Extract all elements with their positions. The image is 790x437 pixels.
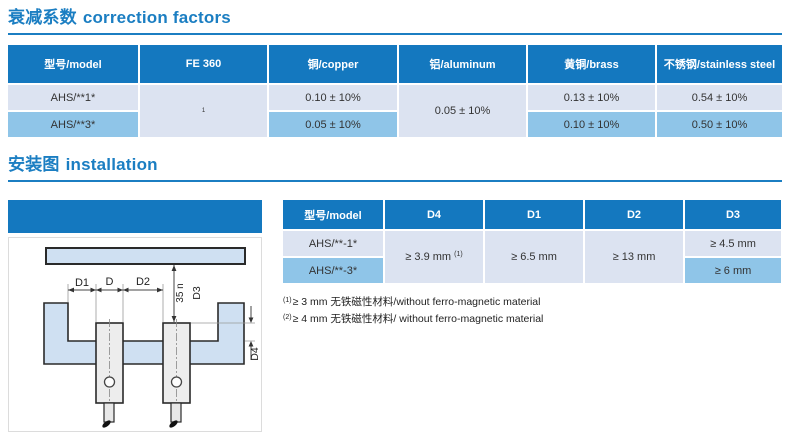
- header-model: 型号/model: [283, 200, 383, 229]
- installation-header-row: 型号/model D4 D1 D2 D3: [283, 200, 781, 229]
- model-cell: AHS/**-1*: [283, 231, 383, 256]
- cable-right: [170, 402, 182, 423]
- cable-left: [103, 402, 115, 423]
- footnote-2-marker: (2): [283, 314, 292, 321]
- footnote-2: (2)≥ 4 mm 无铁磁性材料/ without ferro-magnetic…: [283, 310, 543, 327]
- dimension-label-35n: 35 n: [175, 283, 186, 302]
- dimension-label-d2: D2: [136, 276, 150, 288]
- footnote-1-marker: (1): [283, 297, 292, 304]
- header-d4: D4: [385, 200, 483, 229]
- d2-merged-cell: ≥ 13 mm: [585, 231, 683, 283]
- header-fe360: FE 360: [140, 45, 267, 83]
- d1-merged-cell: ≥ 6.5 mm: [485, 231, 583, 283]
- section-title-installation-zh: 安装图: [8, 155, 60, 174]
- header-stainless: 不锈钢/stainless steel: [657, 45, 782, 83]
- d4-footnote-marker: (1): [454, 251, 463, 258]
- plate-shape: [45, 247, 246, 265]
- footnote-1-text: ≥ 3 mm 无铁磁性材料/without ferro-magnetic mat…: [292, 296, 541, 308]
- d4-value: ≥ 3.9 mm: [405, 251, 455, 263]
- brass-cell: 0.10 ± 10%: [528, 112, 655, 137]
- header-d2: D2: [585, 200, 683, 229]
- header-d1: D1: [485, 200, 583, 229]
- stainless-cell: 0.50 ± 10%: [657, 112, 782, 137]
- dimension-label-d: D: [106, 276, 114, 288]
- footnote-2-text: ≥ 4 mm 无铁磁性材料/ without ferro-magnetic ma…: [292, 313, 544, 325]
- diagram-header-bar: [8, 200, 262, 233]
- section-title-correction: 衰减系数 correction factors: [8, 3, 782, 35]
- dimension-label-d4: D4: [249, 347, 261, 361]
- section-title-installation-en: installation: [65, 155, 158, 174]
- d3-cell: ≥ 4.5 mm: [685, 231, 781, 256]
- aluminum-merged-cell: 0.05 ± 10%: [399, 85, 526, 137]
- stainless-cell: 0.54 ± 10%: [657, 85, 782, 110]
- copper-cell: 0.05 ± 10%: [269, 112, 397, 137]
- table-row: AHS/**3* 0.05 ± 10% 0.10 ± 10% 0.50 ± 10…: [8, 112, 782, 137]
- correction-header-row: 型号/model FE 360 铜/copper 铝/aluminum 黄铜/b…: [8, 45, 782, 83]
- model-cell: AHS/**-3*: [283, 258, 383, 283]
- header-brass: 黄铜/brass: [528, 45, 655, 83]
- header-aluminum: 铝/aluminum: [399, 45, 526, 83]
- table-row: AHS/**-1* ≥ 3.9 mm (1) ≥ 6.5 mm ≥ 13 mm …: [283, 231, 781, 283]
- installation-drawing: D1 D D2 35 n D3 D4: [43, 247, 261, 428]
- header-copper: 铜/copper: [269, 45, 397, 83]
- correction-factors-table: 型号/model FE 360 铜/copper 铝/aluminum 黄铜/b…: [6, 43, 784, 139]
- model-cell: AHS/**3*: [8, 112, 138, 137]
- sensor-hole-left: [103, 376, 116, 388]
- section-title-correction-zh: 衰减系数: [8, 8, 77, 27]
- sensor-hole-right: [170, 376, 183, 388]
- copper-cell: 0.10 ± 10%: [269, 85, 397, 110]
- bracket-shape: [43, 302, 245, 365]
- dimension-arrowheads: [68, 265, 254, 347]
- d4-extension-lines: [190, 322, 255, 342]
- header-model: 型号/model: [8, 45, 138, 83]
- dimension-label-d3: D3: [191, 286, 203, 300]
- d3-cell: ≥ 6 mm: [685, 258, 781, 283]
- model-cell: AHS/**1*: [8, 85, 138, 110]
- footnote-1: (1)≥ 3 mm 无铁磁性材料/without ferro-magnetic …: [283, 293, 543, 310]
- centerlines: [109, 319, 177, 407]
- brass-cell: 0.13 ± 10%: [528, 85, 655, 110]
- d4-merged-cell: ≥ 3.9 mm (1): [385, 231, 483, 283]
- table-row: AHS/**1* 1 0.10 ± 10% 0.05 ± 10% 0.13 ± …: [8, 85, 782, 137]
- cable-tip-left: [102, 420, 111, 428]
- dimension-label-d1: D1: [75, 277, 89, 289]
- table-row: AHS/**-3* ≥ 6 mm: [283, 258, 781, 283]
- footnotes: (1)≥ 3 mm 无铁磁性材料/without ferro-magnetic …: [283, 293, 543, 327]
- installation-diagram: D1 D D2 35 n D3 D4: [8, 237, 262, 432]
- installation-table: 型号/model D4 D1 D2 D3 AHS/**-1* ≥ 3.9 mm …: [281, 198, 783, 285]
- section-title-correction-en: correction factors: [82, 8, 231, 27]
- section-title-installation: 安装图 installation: [8, 150, 782, 182]
- extension-lines: [67, 284, 164, 322]
- fe360-merged-cell: 1: [140, 85, 267, 137]
- header-d3: D3: [685, 200, 781, 229]
- cable-tip-right: [169, 420, 178, 428]
